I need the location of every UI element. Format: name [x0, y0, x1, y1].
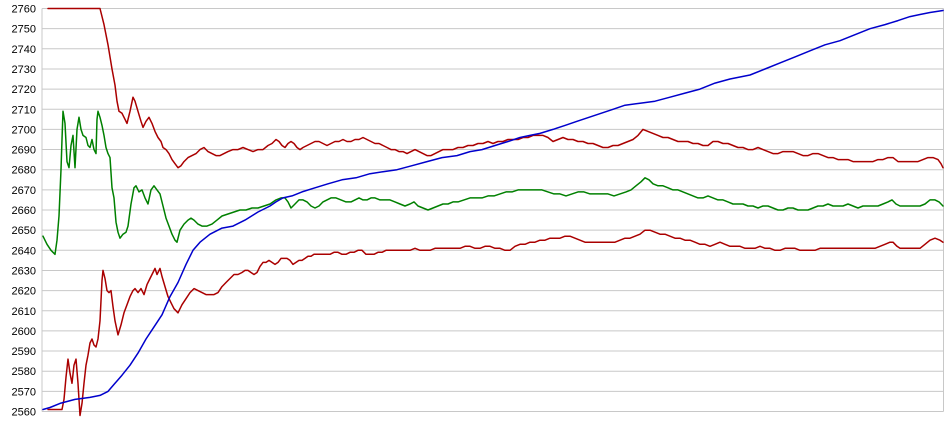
- y-axis-label: 2620: [12, 286, 36, 298]
- y-axis-label: 2560: [12, 407, 36, 419]
- y-axis-label: 2710: [12, 104, 36, 116]
- y-axis-label: 2590: [12, 346, 36, 358]
- y-axis-label: 2610: [12, 306, 36, 318]
- y-axis-label: 2660: [12, 205, 36, 217]
- y-axis-label: 2670: [12, 185, 36, 197]
- y-axis-label: 2700: [12, 124, 36, 136]
- y-axis-label: 2730: [12, 64, 36, 76]
- series-line-red-upper-bound: [47, 7, 944, 169]
- y-axis-label: 2760: [12, 4, 36, 16]
- series-line-red-lower-bound: [47, 229, 944, 417]
- y-axis-label: 2750: [12, 24, 36, 36]
- y-axis-label: 2570: [12, 386, 36, 398]
- y-axis-label: 2600: [12, 326, 36, 338]
- y-axis-label: 2690: [12, 145, 36, 157]
- series-line-blue-cumulative: [42, 9, 944, 411]
- series-line-green-middle: [42, 110, 944, 256]
- y-axis-label: 2580: [12, 366, 36, 378]
- y-axis-label: 2640: [12, 245, 36, 257]
- y-axis-label: 2630: [12, 265, 36, 277]
- y-axis-label: 2740: [12, 44, 36, 56]
- y-axis-label: 2720: [12, 84, 36, 96]
- y-axis-label: 2680: [12, 165, 36, 177]
- y-axis-label: 2650: [12, 225, 36, 237]
